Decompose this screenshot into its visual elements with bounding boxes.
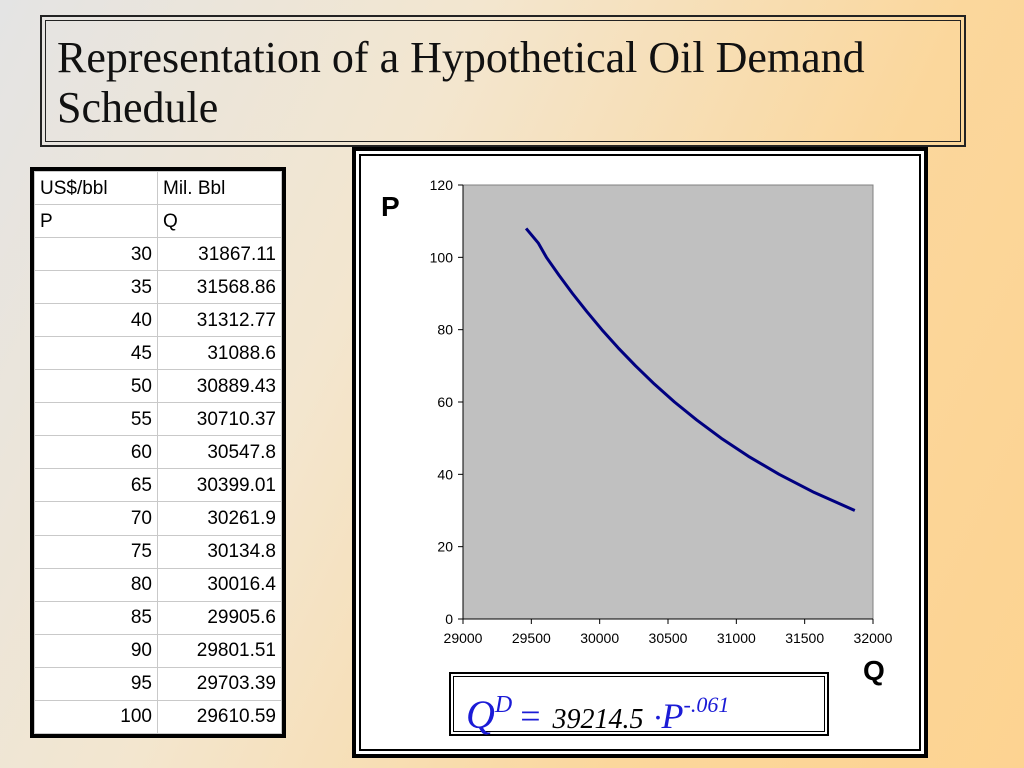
- table-row: 75 30134.8: [34, 534, 282, 569]
- price-cell: 70: [34, 501, 158, 536]
- table-header-row: US$/bbl Mil. Bbl: [34, 170, 282, 206]
- price-cell: 30: [34, 237, 158, 272]
- table-row: 95 29703.39: [34, 666, 282, 701]
- price-cell: 50: [34, 369, 158, 404]
- header-quantity-unit: Mil. Bbl: [157, 170, 282, 206]
- table-row: 100 29610.59: [34, 699, 282, 735]
- price-cell: 60: [34, 435, 158, 470]
- quantity-cell: 31867.11: [157, 237, 282, 272]
- x-tick-label: 29000: [444, 630, 483, 646]
- demand-curve-line: [524, 227, 856, 512]
- quantity-cell: 30547.8: [157, 435, 282, 470]
- formula-frame: QD = 39214.5 ·P-.061: [449, 672, 829, 737]
- price-cell: 75: [34, 534, 158, 569]
- price-cell: 85: [34, 600, 158, 635]
- y-tick-label: 40: [437, 466, 453, 482]
- formula-p: P: [661, 696, 684, 736]
- x-tick-label: 29500: [512, 630, 551, 646]
- quantity-cell: 29703.39: [157, 666, 282, 701]
- table-header-row: P Q: [34, 204, 282, 239]
- x-tick-label: 31500: [785, 630, 824, 646]
- table-row: 45 31088.6: [34, 336, 282, 371]
- x-tick-label: 31000: [717, 630, 756, 646]
- formula-dot: ·: [653, 699, 662, 735]
- price-cell: 65: [34, 468, 158, 503]
- formula-equals: =: [520, 696, 541, 736]
- quantity-cell: 30134.8: [157, 534, 282, 569]
- price-cell: 90: [34, 633, 158, 668]
- x-axis-label: Q: [863, 655, 885, 686]
- table-row: 90 29801.51: [34, 633, 282, 668]
- header-price-unit: US$/bbl: [34, 170, 158, 206]
- chart-area: 0 20 40 60 80 100 120 29000 29500 30000 30500 31000…: [359, 154, 921, 751]
- price-cell: 35: [34, 270, 158, 305]
- price-cell: 55: [34, 402, 158, 437]
- plot-background: [462, 184, 874, 620]
- quantity-cell: 31312.77: [157, 303, 282, 338]
- y-tick-label: 100: [430, 249, 454, 265]
- demand-formula: QD = 39214.5 ·P-.061: [453, 676, 825, 737]
- price-cell: 45: [34, 336, 158, 371]
- table-row: 30 31867.11: [34, 237, 282, 272]
- y-tick-label: 80: [437, 322, 453, 338]
- price-cell: 100: [34, 699, 158, 735]
- quantity-cell: 30399.01: [157, 468, 282, 503]
- formula-q: Q: [466, 692, 495, 737]
- table-row: 55 30710.37: [34, 402, 282, 437]
- x-tick-label: 30000: [580, 630, 619, 646]
- price-cell: 95: [34, 666, 158, 701]
- quantity-cell: 30710.37: [157, 402, 282, 437]
- quantity-cell: 29905.6: [157, 600, 282, 635]
- quantity-cell: 30016.4: [157, 567, 282, 602]
- demand-schedule-table: US$/bbl Mil. Bbl P Q 30 31867.11 35 31568.8…: [34, 170, 282, 735]
- quantity-cell: 31088.6: [157, 336, 282, 371]
- table-row: 40 31312.77: [34, 303, 282, 338]
- quantity-cell: 29610.59: [157, 699, 282, 735]
- y-tick-label: 20: [437, 539, 453, 555]
- demand-table-frame: US$/bbl Mil. Bbl P Q 30 31867.11 35 31568.8…: [30, 167, 286, 738]
- quantity-cell: 29801.51: [157, 633, 282, 668]
- quantity-cell: 30261.9: [157, 501, 282, 536]
- header-quantity-symbol: Q: [157, 204, 282, 239]
- y-tick-label: 0: [445, 611, 453, 627]
- slide-title: Representation of a Hypothetical Oil Dem…: [45, 20, 961, 142]
- quantity-cell: 30889.43: [157, 369, 282, 404]
- demand-curve-chart: 0 20 40 60 80 100 120 29000 29500 30000 30500 31000…: [381, 177, 893, 686]
- formula-coefficient: 39214.5: [552, 704, 644, 735]
- header-price-symbol: P: [34, 204, 158, 239]
- formula-q-superscript: D: [494, 692, 513, 718]
- chart-frame: 0 20 40 60 80 100 120 29000 29500 30000 30500 31000…: [352, 147, 928, 758]
- price-cell: 80: [34, 567, 158, 602]
- x-tick-label: 32000: [854, 630, 893, 646]
- table-row: 80 30016.4: [34, 567, 282, 602]
- y-axis-label: P: [381, 191, 400, 222]
- table-row: 50 30889.43: [34, 369, 282, 404]
- title-frame: Representation of a Hypothetical Oil Dem…: [40, 15, 966, 147]
- table-row: 35 31568.86: [34, 270, 282, 305]
- table-row: 70 30261.9: [34, 501, 282, 536]
- table-row: 85 29905.6: [34, 600, 282, 635]
- table-row: 65 30399.01: [34, 468, 282, 503]
- x-tick-label: 30500: [649, 630, 688, 646]
- price-cell: 40: [34, 303, 158, 338]
- table-row: 60 30547.8: [34, 435, 282, 470]
- y-tick-label: 120: [430, 177, 454, 193]
- quantity-cell: 31568.86: [157, 270, 282, 305]
- y-tick-label: 60: [437, 394, 453, 410]
- formula-exponent: -.061: [683, 692, 730, 717]
